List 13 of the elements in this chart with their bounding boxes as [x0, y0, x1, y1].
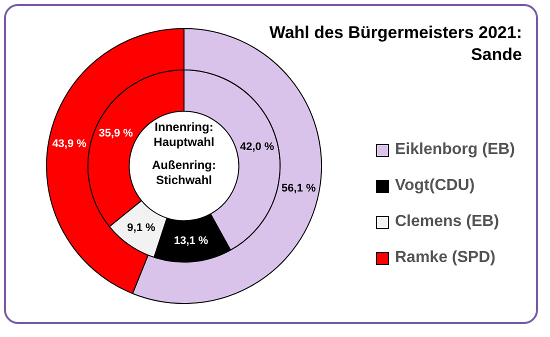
- legend-label: Vogt(CDU): [395, 177, 475, 195]
- data-label: 43,9 %: [52, 138, 87, 150]
- data-label: 42,0 %: [240, 141, 274, 154]
- text: Innenring: Hauptwahl: [152, 120, 216, 150]
- data-label: 9,1 %: [127, 222, 156, 234]
- data-label: 56,1 %: [282, 182, 316, 194]
- legend-label: Eiklenborg (EB): [395, 141, 516, 159]
- data-label: 35,9 %: [98, 128, 134, 140]
- data-label: 13,1 %: [174, 235, 208, 248]
- chart-title: Wahl des Bürgermeisters 2021: Sande: [269, 22, 522, 66]
- legend-label: Clemens (EB): [395, 213, 500, 231]
- text: Außenring: Stichwahl: [151, 158, 217, 188]
- legend-label: Ramke (SPD): [395, 249, 496, 267]
